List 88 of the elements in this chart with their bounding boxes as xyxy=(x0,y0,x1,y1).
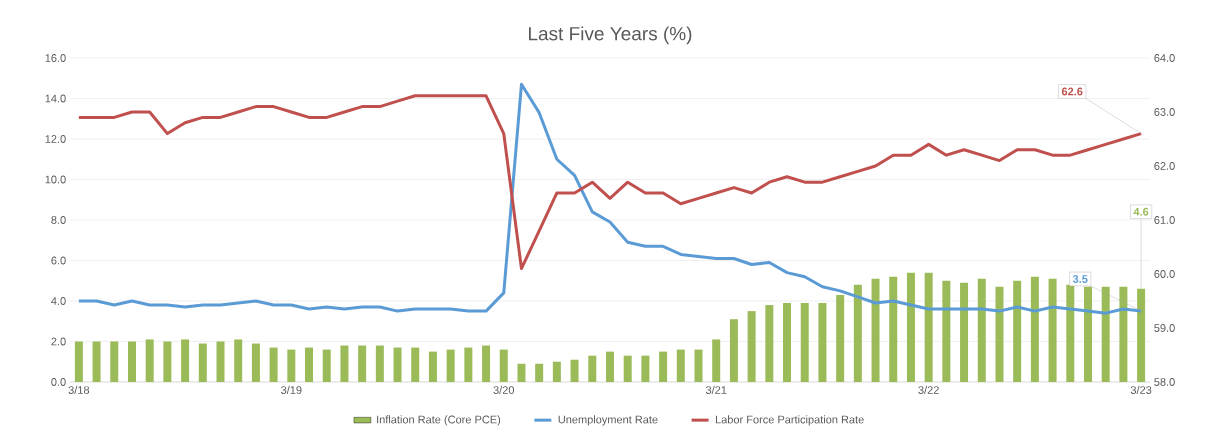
bar xyxy=(765,305,774,382)
y2-tick-label: 64.0 xyxy=(1154,54,1175,62)
y-tick-label: 8.0 xyxy=(51,216,66,224)
bar xyxy=(535,363,544,382)
x-tick-label: 3/21 xyxy=(705,385,727,394)
bar xyxy=(216,341,225,382)
bar xyxy=(234,339,243,382)
bar xyxy=(729,319,738,382)
bar xyxy=(251,343,260,382)
bar xyxy=(659,351,668,382)
bar xyxy=(499,349,508,382)
bar xyxy=(1048,278,1057,382)
bar xyxy=(181,339,190,382)
legend-label: Inflation Rate (Core PCE) xyxy=(377,415,501,426)
bar xyxy=(92,341,101,382)
bar xyxy=(287,349,296,382)
bar xyxy=(712,339,721,382)
bar xyxy=(127,341,136,382)
bar xyxy=(411,347,420,382)
x-tick-label: 3/23 xyxy=(1130,385,1152,394)
bar xyxy=(482,345,491,382)
bar xyxy=(517,363,526,382)
bar xyxy=(110,341,119,382)
bar xyxy=(977,278,986,382)
data-label: 62.6 xyxy=(1061,87,1083,96)
bar xyxy=(570,359,579,382)
bar xyxy=(269,347,278,382)
legend-label: Unemployment Rate xyxy=(558,415,658,426)
bar xyxy=(1119,286,1128,382)
y2-tick-label: 60.0 xyxy=(1154,270,1175,278)
bar xyxy=(163,341,172,382)
y-tick-label: 16.0 xyxy=(45,54,66,62)
bar xyxy=(1030,276,1039,382)
bar xyxy=(889,276,898,382)
bar xyxy=(694,349,703,382)
bar xyxy=(676,349,685,382)
y2-tick-label: 59.0 xyxy=(1154,324,1175,332)
y-tick-label: 6.0 xyxy=(51,256,66,265)
bar xyxy=(145,339,154,382)
bar xyxy=(800,303,809,382)
bar xyxy=(428,351,437,382)
bar xyxy=(836,294,845,382)
bar xyxy=(1137,288,1146,382)
data-label: 4.6 xyxy=(1133,207,1149,216)
bar xyxy=(871,278,880,382)
bar xyxy=(340,345,349,382)
bar xyxy=(853,284,862,382)
y2-tick-label: 63.0 xyxy=(1154,108,1175,116)
bar xyxy=(995,286,1004,382)
y2-tick-label: 61.0 xyxy=(1154,216,1175,224)
bar xyxy=(393,347,402,382)
chart-title: Last Five Years (%) xyxy=(529,26,692,45)
bar xyxy=(906,272,915,382)
bar xyxy=(747,311,756,382)
data-label: 3.5 xyxy=(1072,275,1088,283)
bar xyxy=(924,272,933,382)
bar xyxy=(641,355,650,382)
legend-label: Labor Force Participation Rate xyxy=(715,415,864,426)
x-tick-label: 3/20 xyxy=(493,385,515,394)
bar xyxy=(464,347,473,382)
y-tick-label: 4.0 xyxy=(51,297,66,305)
bar xyxy=(446,349,455,382)
y-tick-label: 2.0 xyxy=(51,337,66,346)
bar xyxy=(818,303,827,382)
bar xyxy=(74,341,83,382)
bar xyxy=(588,355,597,382)
bar xyxy=(375,345,384,382)
bar xyxy=(305,347,314,382)
bar xyxy=(358,345,367,382)
bar xyxy=(960,282,969,382)
y-tick-label: 14.0 xyxy=(45,94,66,103)
bar xyxy=(605,351,614,382)
x-tick-label: 3/19 xyxy=(281,385,302,394)
bar xyxy=(783,303,792,382)
bar xyxy=(198,343,207,382)
x-tick-label: 3/22 xyxy=(918,385,939,394)
y2-tick-label: 62.0 xyxy=(1154,162,1175,170)
x-tick-label: 3/18 xyxy=(68,385,90,394)
y-tick-label: 10.0 xyxy=(45,175,66,184)
bar xyxy=(623,355,632,382)
bar xyxy=(552,361,561,382)
bar xyxy=(1013,280,1022,382)
y-tick-label: 0.0 xyxy=(51,378,66,386)
bar xyxy=(942,280,951,382)
y-tick-label: 12.0 xyxy=(45,135,66,143)
bar xyxy=(1101,286,1110,382)
y2-tick-label: 58.0 xyxy=(1154,378,1175,386)
bar xyxy=(322,349,331,382)
